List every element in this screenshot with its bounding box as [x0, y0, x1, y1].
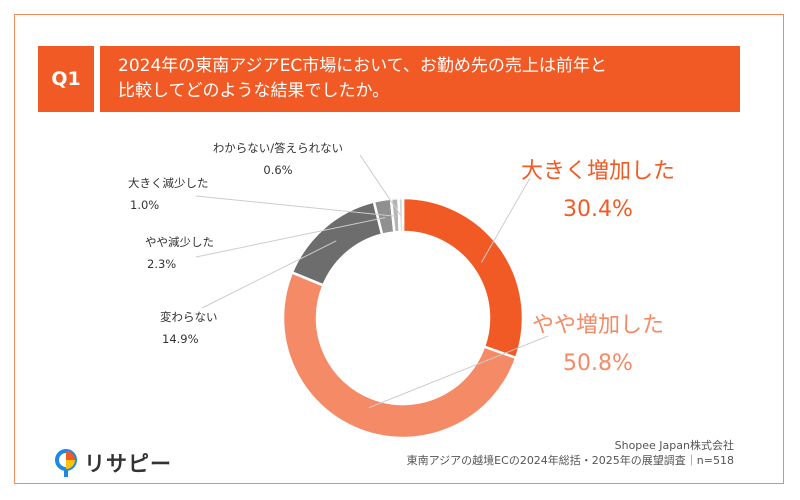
leader-line-4 [195, 195, 397, 217]
leader-line-3 [195, 217, 386, 258]
footer-survey: 東南アジアの越境ECの2024年総括・2025年の展望調査｜n=518 [406, 454, 734, 467]
leader-line-2 [201, 240, 337, 309]
slice-label-4: 大きく減少した [128, 176, 209, 190]
slice-label-3: やや減少した [145, 235, 214, 249]
donut-slice-2 [290, 200, 384, 287]
question-text-line2: 比較してどのような結果でしたか。 [118, 81, 390, 101]
slice-value-0: 30.4% [563, 197, 633, 222]
question-text-line1: 2024年の東南アジアEC市場において、お勤め先の売上は前年と [118, 56, 607, 76]
question-badge: Q1 [38, 46, 94, 112]
slice-label-5: わからない/答えられない [213, 141, 343, 155]
footer: Shopee Japan株式会社 東南アジアの越境ECの2024年総括・2025… [407, 438, 734, 468]
slice-label-2: 変わらない [160, 310, 218, 324]
leader-line-1 [368, 335, 549, 409]
slice-value-4: 1.0% [130, 198, 159, 212]
slice-value-5: 0.6% [263, 163, 292, 177]
slice-value-2: 14.9% [162, 332, 199, 346]
logo-text: リサピー [84, 452, 172, 476]
slice-value-1: 50.8% [563, 351, 633, 376]
slice-value-3: 2.3% [147, 257, 176, 271]
donut-slice-1 [281, 270, 518, 440]
slice-label-0: 大きく増加した [521, 159, 675, 184]
logo: リサピー [54, 448, 172, 478]
footer-company: Shopee Japan株式会社 [614, 439, 734, 452]
leader-line-5 [359, 154, 402, 217]
slice-label-1: やや増加した [532, 313, 664, 338]
question-box: 2024年の東南アジアEC市場において、お勤め先の売上は前年と 比較してどのよう… [100, 46, 740, 112]
magnifier-logo-icon [55, 449, 77, 477]
leader-line-0 [480, 177, 531, 263]
